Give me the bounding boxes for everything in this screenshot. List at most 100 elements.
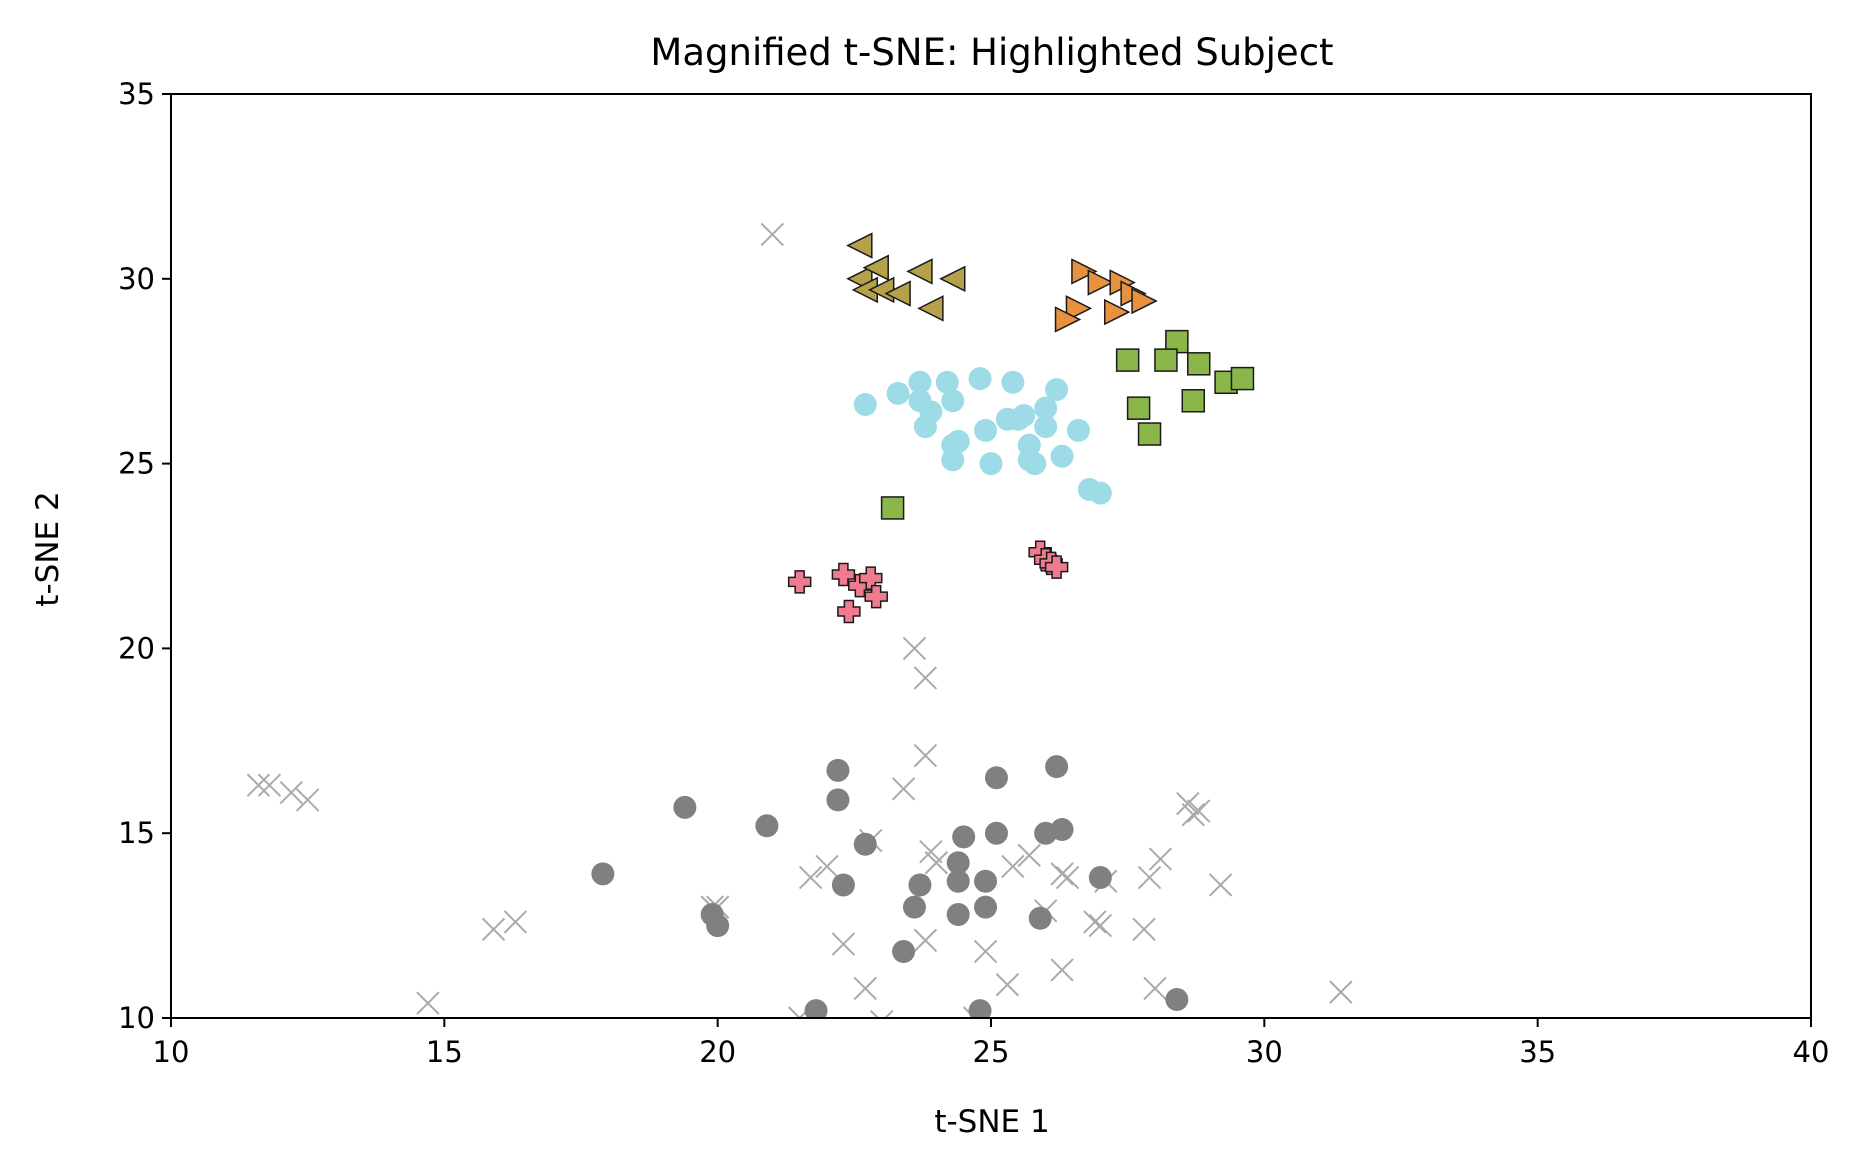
x-point: [913, 928, 938, 953]
circle-point: [979, 452, 1003, 476]
square-point: [880, 496, 905, 520]
circle-point: [1045, 755, 1069, 779]
series-3: [1054, 258, 1158, 333]
y-tick-label: 10: [118, 1001, 155, 1035]
y-tick-label: 20: [118, 631, 155, 665]
x-point: [831, 932, 856, 956]
circle-point: [804, 999, 828, 1018]
circle-point: [826, 758, 850, 782]
series-0: [246, 222, 1353, 1018]
x-point: [891, 777, 916, 801]
circle-point: [1088, 481, 1112, 505]
x-point: [1181, 803, 1205, 827]
x-point: [1050, 862, 1074, 886]
x-tick-label: 35: [1519, 1035, 1556, 1069]
x-point: [1143, 976, 1167, 1001]
x-point: [913, 743, 938, 768]
x-point: [1329, 980, 1353, 1004]
triangle-right-point: [1087, 269, 1115, 296]
circle-point: [591, 862, 615, 886]
data-points: [246, 222, 1353, 1018]
triangle-left-point: [862, 254, 889, 281]
x-point: [257, 773, 282, 797]
x-point: [760, 222, 785, 247]
x-tick-label: 40: [1793, 1035, 1830, 1069]
x-point: [913, 666, 938, 690]
triangle-right-point: [1054, 306, 1082, 333]
circle-point: [1006, 407, 1030, 431]
circle-point: [706, 914, 730, 938]
series-4: [880, 329, 1255, 520]
x-point: [1050, 958, 1074, 982]
triangle-right-point: [1071, 258, 1098, 285]
circle-point: [935, 370, 959, 394]
circle-point: [946, 851, 970, 875]
x-point: [815, 854, 839, 879]
triangle-left-point: [884, 280, 911, 307]
x-point: [869, 1009, 894, 1018]
circle-point: [853, 392, 877, 416]
triangle-right-point: [1103, 298, 1131, 326]
series-5: [853, 367, 1112, 505]
x-point: [1208, 873, 1233, 897]
x-point: [1187, 799, 1211, 823]
x-point: [1176, 791, 1200, 816]
circle-point: [984, 821, 1008, 845]
plus-point: [831, 562, 856, 587]
circle-point: [1088, 866, 1112, 890]
plus-point: [837, 599, 861, 624]
x-point: [1001, 854, 1025, 879]
circle-point: [892, 939, 916, 963]
circle-point: [974, 418, 998, 442]
x-point: [995, 973, 1020, 997]
circle-point: [1001, 370, 1025, 394]
circle-point: [853, 832, 877, 856]
x-point: [919, 839, 943, 864]
triangle-left-point: [846, 232, 873, 259]
circle-point: [755, 814, 779, 838]
square-point: [1137, 422, 1162, 446]
x-point: [1132, 917, 1156, 942]
square-point: [1186, 352, 1211, 376]
circle-point: [941, 389, 965, 413]
x-point: [924, 851, 949, 875]
x-point: [798, 865, 823, 890]
square-point: [1230, 366, 1255, 391]
circle-point: [1165, 988, 1189, 1012]
circle-point: [831, 873, 855, 897]
circle-point: [826, 788, 850, 812]
circle-point: [1045, 378, 1069, 402]
triangle-left-point: [906, 258, 933, 285]
x-tick-label: 25: [973, 1035, 1010, 1069]
x-tick-label: 20: [699, 1035, 736, 1069]
series-1: [591, 755, 1189, 1018]
triangle-right-point: [1065, 295, 1093, 322]
square-point: [1126, 396, 1151, 420]
y-tick-label: 15: [118, 816, 155, 850]
circle-point: [886, 381, 910, 405]
y-tick-label: 25: [118, 447, 155, 481]
x-point: [416, 991, 440, 1015]
circle-point: [974, 869, 998, 893]
x-point: [973, 939, 998, 964]
axes: 10 15 20 25 30 35 40 10 15 20 25 30 35: [118, 77, 1829, 1069]
x-point: [1083, 910, 1107, 934]
circle-point: [908, 873, 932, 897]
y-tick-label: 35: [118, 77, 155, 111]
x-point: [503, 910, 528, 934]
circle-point: [1050, 818, 1074, 842]
square-point: [1154, 348, 1178, 372]
x-point: [902, 636, 927, 661]
x-tick-label: 10: [153, 1035, 190, 1069]
circle-point: [913, 415, 937, 439]
x-axis-label: t-SNE 1: [934, 1104, 1049, 1140]
circle-point: [1050, 444, 1074, 468]
circle-point: [941, 448, 965, 472]
series-2: [846, 232, 966, 322]
x-point: [1148, 847, 1173, 871]
x-tick-label: 30: [1246, 1035, 1283, 1069]
x-point: [853, 976, 877, 1001]
